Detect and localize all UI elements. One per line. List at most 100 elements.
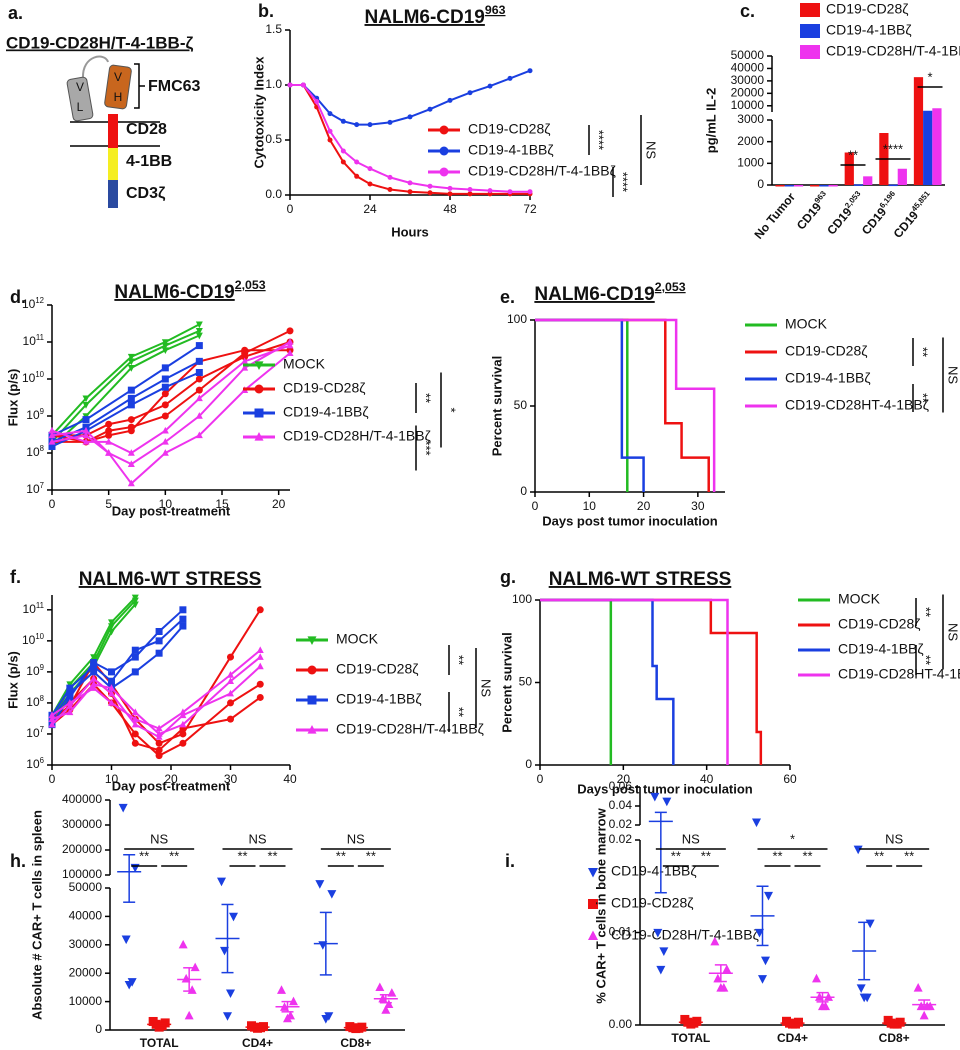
data-point [913,983,923,992]
y-tick-label: 108 [26,444,44,460]
legend-swatch [800,3,820,17]
y-tick-label: 0.02 [609,832,633,846]
data-point [507,189,513,195]
x-tick-label: 10 [159,497,173,511]
data-point [227,671,234,678]
x-axis-label: Day post-treatment [112,778,231,793]
x-tick-label: 20 [637,499,651,513]
panel-label: g. [500,567,516,587]
legend-swatch [800,24,820,38]
legend-label: CD19-CD28ζ [611,895,693,911]
significance-label: NS [644,141,659,159]
y-tick-exponent: 7 [40,481,44,490]
data-point [241,357,249,365]
data-point [384,999,394,1009]
data-point [256,680,264,688]
x-tick-label: 0 [49,772,56,786]
y-axis-label: pg/mL IL-2 [703,88,718,153]
data-point [467,187,473,192]
data-point [108,619,115,627]
data-point [447,191,453,197]
data-point [286,338,294,345]
data-point [127,358,135,366]
y-tick-label: 0.01 [609,925,633,939]
data-point [82,402,90,409]
category-superscript: 2,053 [843,188,863,209]
y-tick-label: 0 [757,177,764,191]
data-point [66,690,74,698]
data-point [131,594,139,602]
significance-label: ** [916,393,931,403]
panel-label: f. [10,567,21,587]
significance-label: ** [919,607,934,617]
title-superscript: 963 [485,3,506,17]
data-point [82,438,90,445]
data-point [195,394,203,402]
data-point [856,984,866,993]
cd3z-segment [108,180,118,208]
data-point [118,803,128,813]
y-tick-exponent: 8 [40,693,44,702]
data-point [407,114,413,120]
series-line [51,341,291,466]
segment-label: 4-1BB [126,153,172,170]
y-tick-label: 100 [507,312,527,326]
x-tick-label: 0 [287,202,294,216]
data-point [286,327,294,335]
survival-curve [535,318,629,492]
y-tick-label: 108 [26,693,44,709]
data-point [327,111,333,117]
significance-label: * [444,407,459,412]
diagram: a. CD19-CD28H/T-4-1BB-ζ V L V H FMC63 CD… [6,3,201,208]
bar [888,184,898,187]
legend-marker [588,868,598,878]
data-point [818,1001,827,1011]
data-point [161,426,169,434]
y-tick-label: 1000 [737,156,764,170]
data-point [184,1010,194,1020]
data-point [527,189,533,195]
x-axis-label: Days post tumor inoculation [577,781,753,796]
y-tick-label: 1010 [22,370,45,386]
data-point [256,693,264,701]
data-point [48,711,56,719]
significance-label: ** [267,848,277,863]
series-line [51,344,200,437]
data-point [527,68,533,74]
y-tick-label: 0.02 [609,817,633,831]
data-point [161,342,169,350]
data-point [82,395,90,403]
data-point [48,442,56,450]
legend-marker [254,408,264,418]
41bb-segment [108,148,118,180]
data-point [90,674,98,682]
x-axis-label: Day post-treatment [112,503,231,518]
data-point [447,185,453,191]
bar [897,168,907,185]
legend-marker [439,146,449,156]
data-point [375,982,385,991]
data-point [427,183,433,189]
legend-label: CD19-CD28ζ [468,121,550,137]
segment-label: CD3ζ [126,185,166,202]
data-point [179,606,187,614]
y-tick-label: 1010 [22,631,45,647]
data-point [161,438,169,445]
data-point [195,332,203,340]
data-point [722,964,732,974]
data-point [340,159,346,165]
legend-label: CD19-CD28ζ [826,1,908,17]
panel-label: b. [258,1,274,21]
data-point [82,426,90,434]
bar [793,185,804,187]
data-point [387,119,393,125]
data-point [367,122,373,128]
significance-label: ** [419,393,434,403]
y-tick-label: 0.06 [609,779,633,793]
significance-label: ** [452,655,467,665]
survival-curve [535,318,716,492]
y-tick-label: 50000 [69,880,103,894]
bar [828,185,838,187]
x-tick-label: 20 [164,772,178,786]
y-tick-label: 1.5 [265,22,282,36]
